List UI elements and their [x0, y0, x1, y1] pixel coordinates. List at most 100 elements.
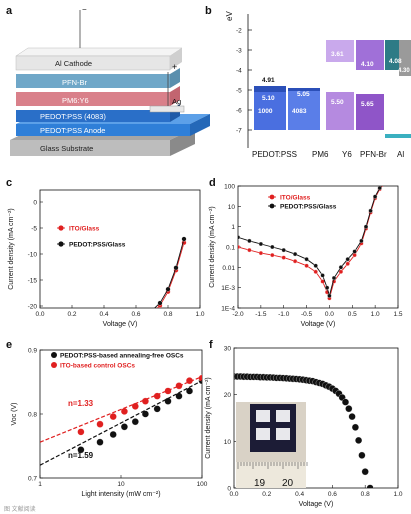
xtick-label: 0.4 [99, 311, 108, 318]
b-pm6-3.61: 3.61 [331, 51, 344, 58]
data-point-s1 [118, 316, 123, 321]
data-point-s1 [382, 181, 386, 185]
data-point-s1 [181, 236, 187, 242]
data-point-s0 [382, 182, 386, 186]
plus-sign: + [172, 62, 177, 72]
watermark: 图 文献阅读 [4, 505, 36, 513]
yaxis-label: Current density (mA cm⁻²) [209, 206, 216, 288]
yaxis-label: Voc (V) [11, 403, 18, 426]
data-point-s1 [78, 317, 83, 322]
data-point-s0 [62, 319, 67, 324]
legend-marker [58, 241, 64, 247]
data-point-s0 [247, 247, 252, 253]
panel-d-letter: d [209, 177, 216, 189]
b-ytick-label: -3 [236, 48, 242, 55]
ytick-label: 100 [224, 184, 235, 191]
data-point-s0 [341, 398, 350, 406]
legend-marker [58, 225, 64, 231]
data-point-s0 [142, 315, 147, 320]
minus-sign: − [82, 5, 87, 14]
b-material-pedot: PEDOT:PSS [252, 150, 297, 159]
data-point-s0 [78, 319, 83, 324]
ytick-label: 0.7 [28, 476, 37, 483]
ytick-label: 0 [227, 486, 231, 493]
data-point-s1 [77, 428, 85, 436]
plot-area [38, 236, 187, 325]
xtick-label: 0.5 [348, 311, 357, 318]
b-y6-4.10: 4.10 [361, 61, 374, 68]
data-point-s0 [120, 423, 128, 431]
data-point-s1 [352, 249, 357, 254]
data-point-s1 [270, 244, 275, 250]
data-point-s1 [359, 238, 364, 244]
b-ytick-label: -7 [236, 128, 242, 135]
data-point-s1 [142, 312, 147, 317]
legend-label: ITO-based control OSCs [60, 363, 135, 370]
series-line-0 [156, 242, 185, 308]
data-point-s1 [292, 251, 298, 257]
xtick-label: -0.5 [301, 311, 313, 318]
xtick-label: 0.2 [262, 491, 271, 498]
b-pm6-5.50: 5.50 [331, 99, 344, 106]
data-point-s0 [338, 269, 344, 274]
data-point-s0 [109, 430, 117, 439]
panel-a-letter: a [6, 5, 13, 17]
legend-label: ITO/Glass [280, 195, 311, 202]
b-ylabel: eV [225, 11, 234, 21]
data-point-s1 [62, 317, 67, 322]
data-point-s1 [96, 420, 104, 428]
yaxis-label: Current density (mA cm⁻²) [8, 208, 15, 290]
data-point-s1 [281, 247, 286, 253]
legend-label: ITO/Glass [69, 226, 100, 233]
data-point-s0 [270, 252, 275, 258]
data-point-s0 [46, 320, 51, 325]
xaxis-label: Voltage (V) [103, 321, 138, 328]
plot-e-voc-light: 1 10 100 0.9 0.8 0.7 Light intensity (mW cm⁻²)… [11, 348, 208, 499]
b-material-y6: Y6 [342, 150, 352, 159]
data-point-s0 [141, 410, 149, 418]
data-point-s1 [126, 315, 131, 320]
plot-c-jv: 0.0 0.2 0.4 0.6 0.8 1.0 Voltage (V) Current den… [8, 189, 205, 328]
b-pedot-1000: 1000 [258, 108, 273, 115]
data-point-s0 [54, 320, 59, 325]
data-point-s1 [54, 317, 59, 322]
xtick-label: 1.0 [393, 491, 402, 498]
b-pedot-5.10: 5.10 [262, 95, 275, 102]
legend-marker [51, 352, 57, 358]
panel-b-letter: b [205, 5, 212, 17]
panel-f-letter: f [209, 339, 213, 351]
ruler-label-19: 19 [254, 478, 266, 489]
data-point-s0 [96, 438, 104, 446]
ytick-label: 1 [231, 224, 235, 231]
plot-area [40, 374, 202, 466]
ytick-label: 20 [224, 392, 232, 399]
xtick-label: -2.0 [232, 311, 244, 318]
xtick-label: 0.8 [361, 491, 370, 498]
plot-frame [39, 189, 201, 309]
data-point-s1 [238, 235, 241, 240]
data-point-s1 [345, 257, 350, 262]
data-point-s0 [345, 261, 350, 266]
data-point-s0 [361, 468, 369, 476]
xaxis-label: Voltage (V) [299, 501, 334, 508]
xtick-label: 1.0 [371, 311, 380, 318]
data-point-s0 [348, 413, 356, 421]
data-point-s0 [175, 392, 183, 400]
plot-area [238, 181, 386, 301]
annotation-n133: n=1.33 [68, 399, 94, 408]
layer-pedot-4083: PEDOT:PSS (4083) [40, 112, 106, 121]
data-point-s1 [94, 317, 99, 322]
ytick-label: 0.9 [28, 348, 37, 355]
xaxis-label: Voltage (V) [301, 321, 336, 328]
data-point-s0 [38, 320, 43, 325]
plot-f-jv-large: 0.0 0.2 0.4 0.6 0.8 1.0 30 20 10 0 Voltage (V) Curr… [205, 346, 403, 509]
ytick-label: 30 [224, 346, 232, 353]
data-point-s1 [304, 257, 309, 262]
plot-d-dark-jv: -2.0 -1.5 -1.0 -0.5 0.0 0.5 1.0 1.5 100 10 1 0.1 0.0… [209, 181, 403, 329]
xtick-label: 1.5 [393, 311, 402, 318]
xtick-label: 0.0 [325, 311, 334, 318]
b-al-4.30: 4.30 [398, 68, 410, 74]
fit-line [40, 380, 202, 466]
data-point-s1 [109, 413, 117, 421]
